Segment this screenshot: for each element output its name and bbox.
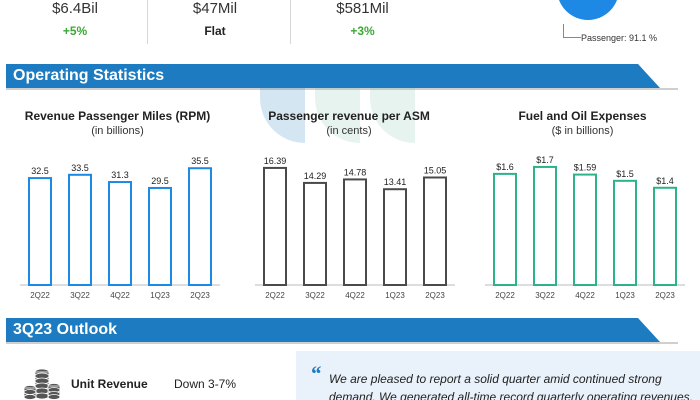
- bar-value-label: 15.05: [424, 166, 447, 176]
- bar: [68, 173, 92, 286]
- x-tick-label: 2Q22: [495, 291, 515, 300]
- bar: [653, 186, 677, 286]
- outlook-item-label: Unit Revenue: [71, 377, 148, 391]
- bar-value-label: $1.59: [574, 163, 597, 173]
- bar: [28, 177, 52, 287]
- bar: [343, 178, 367, 286]
- bar-value-label: 31.3: [111, 170, 129, 180]
- x-tick-label: 1Q23: [150, 291, 170, 300]
- metric-operating-revenue: $6.4Bil +5%: [20, 0, 130, 38]
- x-tick-label: 2Q23: [190, 291, 210, 300]
- quote-mark-icon: “: [310, 361, 321, 386]
- bar-value-label: 16.39: [264, 156, 287, 166]
- chart-subtitle-fuel: ($ in billions): [551, 125, 614, 137]
- bar-chart-rpm: 32.5 2Q22 33.5 3Q22 31.3 4Q22 29.5 1Q23 35.5 2Q23: [20, 156, 220, 300]
- bar-value-label: $1.6: [496, 162, 514, 172]
- section-header-operating: Operating Statistics: [6, 64, 660, 88]
- x-tick-label: 4Q22: [110, 291, 130, 300]
- bar: [263, 166, 287, 286]
- x-tick-label: 3Q22: [70, 291, 90, 300]
- metric-change: +3%: [350, 24, 375, 38]
- ceo-quote-box: “ We are pleased to report a solid quart…: [296, 351, 700, 400]
- x-tick-label: 2Q23: [655, 291, 675, 300]
- divider: [290, 0, 291, 44]
- coins-icon: [23, 368, 61, 400]
- chart-title-fuel: Fuel and Oil Expenses: [518, 109, 647, 123]
- x-tick-label: 2Q22: [265, 291, 285, 300]
- bar-value-label: 35.5: [191, 156, 209, 166]
- outlook-item-value: Down 3-7%: [174, 377, 237, 391]
- x-tick-label: 4Q22: [575, 291, 595, 300]
- bar: [533, 165, 557, 287]
- chart-title-prasm: Passenger revenue per ASM: [268, 109, 430, 123]
- metric-value: $581Mil: [336, 0, 389, 17]
- quote-line: We are pleased to report a solid quarter…: [329, 372, 662, 386]
- quote-line: demand. We generated all-time record qua…: [329, 390, 693, 400]
- bar-value-label: 13.41: [384, 177, 407, 187]
- bar-value-label: 14.78: [344, 167, 367, 177]
- x-tick-label: 2Q23: [425, 291, 445, 300]
- bar-value-label: 14.29: [304, 171, 327, 181]
- section-title: 3Q23 Outlook: [13, 321, 118, 338]
- x-tick-label: 3Q22: [305, 291, 325, 300]
- bar-value-label: 32.5: [31, 166, 49, 176]
- bar: [613, 179, 637, 286]
- quote-text: We are pleased to report a solid quarter…: [329, 370, 699, 400]
- x-tick-label: 2Q22: [30, 291, 50, 300]
- metric-value: $47Mil: [192, 0, 238, 17]
- passenger-share-label: Passenger: 91.1 %: [581, 33, 658, 43]
- bar: [188, 167, 212, 286]
- bar: [303, 181, 327, 286]
- section-title: Operating Statistics: [13, 67, 165, 84]
- chart-title-rpm: Revenue Passenger Miles (RPM): [24, 109, 211, 123]
- bar: [493, 172, 517, 287]
- x-tick-label: 1Q23: [615, 291, 635, 300]
- bar: [108, 181, 132, 286]
- chart-subtitle-prasm: (in cents): [326, 125, 372, 137]
- bar-value-label: $1.7: [536, 155, 554, 165]
- bar: [423, 176, 447, 286]
- section-header-outlook: 3Q23 Outlook: [6, 318, 660, 342]
- bar-value-label: $1.5: [616, 169, 634, 179]
- metric-change: Flat: [204, 24, 226, 38]
- bar-value-label: 29.5: [151, 176, 169, 186]
- metric-value: $6.4Bil: [52, 0, 98, 17]
- x-tick-label: 3Q22: [535, 291, 555, 300]
- watermark-logo: [260, 88, 415, 143]
- metric-operating-income: $47Mil Flat: [160, 0, 270, 38]
- bar-value-label: 33.5: [71, 163, 89, 173]
- section-underline: [6, 342, 678, 344]
- bar: [573, 173, 597, 286]
- pie-leader-line: [563, 24, 581, 38]
- pie-chart-icon: [557, 0, 619, 20]
- x-tick-label: 4Q22: [345, 291, 365, 300]
- bar: [383, 188, 407, 286]
- bar-value-label: $1.4: [656, 176, 674, 186]
- bar-chart-prasm: 16.39 2Q22 14.29 3Q22 14.78 4Q22 13.41 1Q23 15.0…: [255, 156, 455, 300]
- divider: [147, 0, 148, 44]
- bar: [148, 186, 172, 286]
- metric-net-income: $581Mil +3%: [305, 0, 420, 38]
- metric-change: +5%: [62, 24, 88, 38]
- chart-subtitle-rpm: (in billions): [91, 125, 144, 137]
- section-underline: [6, 88, 678, 90]
- x-tick-label: 1Q23: [385, 291, 405, 300]
- bar-chart-fuel: $1.6 2Q22 $1.7 3Q22 $1.59 4Q22 $1.5 1Q23 $1.4 2Q2…: [485, 155, 685, 300]
